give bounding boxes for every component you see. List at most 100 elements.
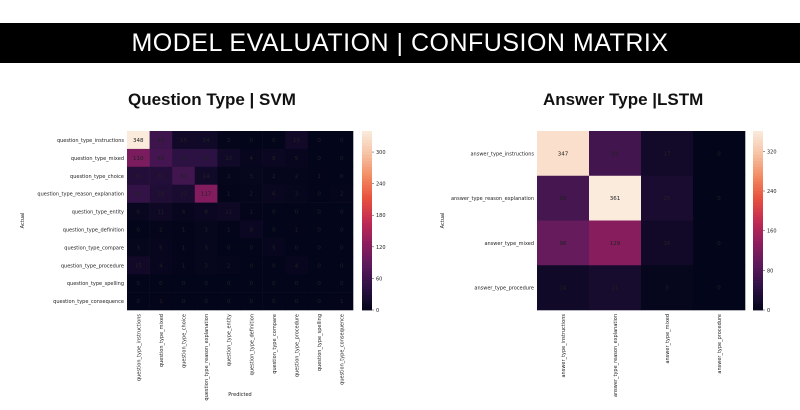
svm-cell-label: 8 [204,210,208,216]
svm-cell-label: 0 [159,281,163,287]
svm-cell-9-0 [127,292,150,311]
svm-cell-label: 58 [157,138,164,144]
svm-cell-label: 0 [295,210,299,216]
svm-row-tick-label: question_type_reason_explanation [37,192,124,198]
svm-cell-1-1 [149,148,173,168]
lstm-colorbar-segment [753,220,763,224]
lstm-row-tick-label: answer_type_procedure [474,286,534,292]
lstm-colorbar-segment [753,223,763,227]
svm-colorbar-segment [362,277,372,281]
svm-colorbar-segment [362,241,372,245]
svm-colorbar-segment [362,145,372,150]
svm-row-tick-label: question_type_choice [70,174,124,180]
svm-cell-label: 0 [137,227,141,233]
svm-cell-label: 0 [317,245,321,251]
svm-colorbar-segment [362,148,372,153]
lstm-colorbar-segment [753,139,763,144]
svm-cell-label: 0 [295,281,299,287]
svm-cell-label: 0 [182,299,186,305]
svm-colorbar-segment [362,178,372,183]
svm-column-tick-label: question_type_mixed [159,314,165,367]
svm-cell-5-7 [285,220,309,239]
svm-cell-label: 117 [201,192,212,198]
svm-cell-1-2 [172,148,196,168]
svm-cell-label: 1 [227,227,231,233]
lstm-cell-label: 0 [717,286,721,292]
svm-cell-9-4 [217,292,241,311]
lstm-colorbar-segment [753,151,763,156]
svm-colorbar-segment [362,268,372,272]
lstm-colorbar-segment [753,160,763,165]
svm-row-tick-label: question_type_entity [72,210,124,216]
lstm-cell-2-0 [537,220,590,266]
lstm-colorbar-segment [753,205,763,209]
svm-colorbar-segment [362,280,372,284]
svm-cell-5-4 [217,220,241,239]
svm-cell-label: 348 [133,138,144,144]
svm-cell-label: 0 [295,245,299,251]
svm-cell-0-6 [262,131,286,150]
svm-cell-label: 0 [317,299,321,305]
svm-cell-label: 2 [250,192,254,198]
lstm-row-tick-label: answer_type_instructions [470,151,534,157]
svm-colorbar-segment [362,295,372,299]
svm-cell-7-6 [262,256,286,275]
svm-cell-2-4 [217,166,241,185]
lstm-y-axis-label: Actual [440,213,446,229]
svm-cell-label: 31 [135,174,142,180]
svm-cell-label: 5 [159,245,163,251]
svm-cell-label: 1 [317,174,321,180]
svm-cell-label: 0 [204,281,208,287]
svm-cell-6-8 [307,238,331,257]
svm-cell-label: 11 [157,210,164,216]
lstm-colorbar-segment [753,271,763,275]
svm-colorbar-segment [362,256,372,260]
svm-cell-4-3 [194,202,218,221]
svm-colorbar-segment [362,163,372,168]
lstm-colorbar-segment [753,217,763,221]
svm-cell-label: 15 [180,138,187,144]
svm-cell-7-9 [330,256,354,275]
svm-colorbar-segment [362,253,372,257]
lstm-colorbar-segment [753,211,763,215]
svm-cell-4-9 [330,202,354,221]
svm-colorbar-segment [362,202,372,206]
lstm-colorbar-tick-label: 80 [767,268,773,274]
svm-cell-9-7 [285,292,309,311]
svm-cell-5-0 [127,220,150,239]
lstm-colorbar-segment [753,295,763,299]
svm-cell-5-2 [172,220,196,239]
lstm-cell-3-3 [693,265,746,311]
lstm-colorbar-tick-label: 320 [767,149,777,155]
svm-colorbar-segment [362,142,372,147]
svm-cell-label: 0 [340,156,344,162]
svm-cell-label: 63 [157,156,164,162]
svm-cell-8-1 [149,274,173,293]
lstm-colorbar-segment [753,262,763,266]
svm-cell-9-5 [240,292,263,311]
svm-column-tick-label: question_type_procedure [295,314,301,377]
lstm-colorbar-segment [753,229,763,233]
svm-cell-0-2 [172,131,196,150]
lstm-colorbar-segment [753,199,763,203]
svm-cell-7-8 [307,256,331,275]
svm-cell-label: 0 [137,281,141,287]
lstm-cell-2-2 [641,220,694,266]
lstm-colorbar-segment [753,253,763,257]
svm-cell-label: 2 [227,174,231,180]
svm-cell-label: 0 [295,299,299,305]
svm-cell-label: 0 [340,138,344,144]
svm-cell-3-6 [262,184,286,203]
svm-colorbar-segment [362,247,372,251]
svm-cell-0-7 [285,131,309,150]
svm-colorbar-segment [362,187,372,192]
lstm-colorbar-segment [753,136,763,141]
lstm-cell-label: 68 [560,196,567,202]
svm-row-tick-label: question_type_mixed [71,156,124,162]
svm-cell-6-1 [149,238,173,257]
lstm-cell-label: 16 [664,241,671,247]
svm-cell-5-8 [307,220,331,239]
svm-column-tick-label: question_type_spelling [317,314,323,371]
svm-cell-label: 0 [340,281,344,287]
svm-cell-label: 2 [227,263,231,269]
